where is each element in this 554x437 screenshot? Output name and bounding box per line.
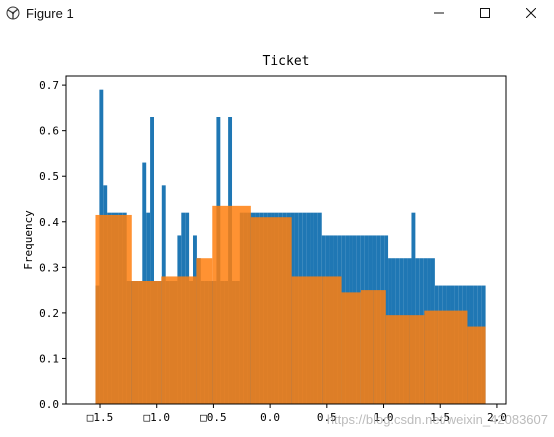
x-tick-label: □1.0 [143, 411, 170, 424]
orange-bar [424, 310, 438, 404]
orange-bar [467, 326, 486, 404]
orange-bar [437, 310, 468, 404]
orange-bar [373, 290, 386, 404]
close-button[interactable] [508, 0, 554, 26]
y-tick-label: 0.3 [39, 261, 59, 274]
histogram-chart: Ticket Frequency 0.00.10.20.30.40.50.60.… [22, 54, 507, 424]
x-tick-label: □1.5 [87, 411, 114, 424]
orange-bar [95, 214, 132, 404]
y-tick-label: 0.0 [39, 398, 59, 411]
y-axis-label: Frequency [22, 210, 35, 270]
x-tick-label: 0.0 [260, 411, 280, 424]
x-tick-label: 1.5 [430, 411, 450, 424]
x-tick-label: 2.0 [487, 411, 507, 424]
minimize-button[interactable] [416, 0, 462, 26]
orange-series [95, 205, 486, 404]
orange-bar [360, 290, 374, 404]
y-axis: 0.0 0.1 0.2 0.3 0.4 0.5 0.6 0.7 [39, 79, 66, 411]
orange-bar [131, 281, 162, 404]
y-tick-label: 0.2 [39, 307, 59, 320]
close-icon [526, 8, 536, 18]
title-bar[interactable]: Figure 1 [0, 0, 554, 27]
window-controls [416, 0, 554, 26]
orange-bar [291, 276, 323, 404]
title-left: Figure 1 [6, 4, 74, 22]
matplotlib-figure-icon [6, 6, 20, 20]
orange-bar [161, 276, 197, 404]
blue-bar [411, 212, 416, 404]
y-tick-label: 0.7 [39, 79, 59, 92]
orange-bar [250, 217, 292, 404]
blue-bar [150, 117, 154, 404]
y-tick-label: 0.6 [39, 125, 59, 138]
x-tick-label: 0.5 [317, 411, 337, 424]
figure-canvas: Ticket Frequency 0.0 0.1 0.2 0.3 0.4 0.5 0.6 0.… [0, 26, 554, 437]
plot-frame [65, 75, 507, 405]
maximize-button[interactable] [462, 0, 508, 26]
y-tick-label: 0.4 [39, 216, 59, 229]
orange-bar [196, 258, 213, 404]
orange-bar [322, 276, 342, 404]
x-tick-label: □0.5 [200, 411, 227, 424]
x-axis: □1.5 □1.0 □0.5 0.0 0.5 1.0 1.5 2.0 [87, 404, 507, 424]
chart-title: Ticket [263, 54, 310, 69]
orange-bar [341, 292, 361, 404]
y-tick-label: 0.5 [39, 170, 59, 183]
orange-bar [212, 205, 251, 404]
minimize-icon [434, 8, 444, 18]
y-tick-label: 0.1 [39, 352, 59, 365]
maximize-icon [480, 8, 490, 18]
x-tick-label: 1.0 [374, 411, 394, 424]
window-title: Figure 1 [26, 5, 74, 21]
orange-bar [409, 315, 425, 404]
orange-bar [385, 315, 410, 404]
